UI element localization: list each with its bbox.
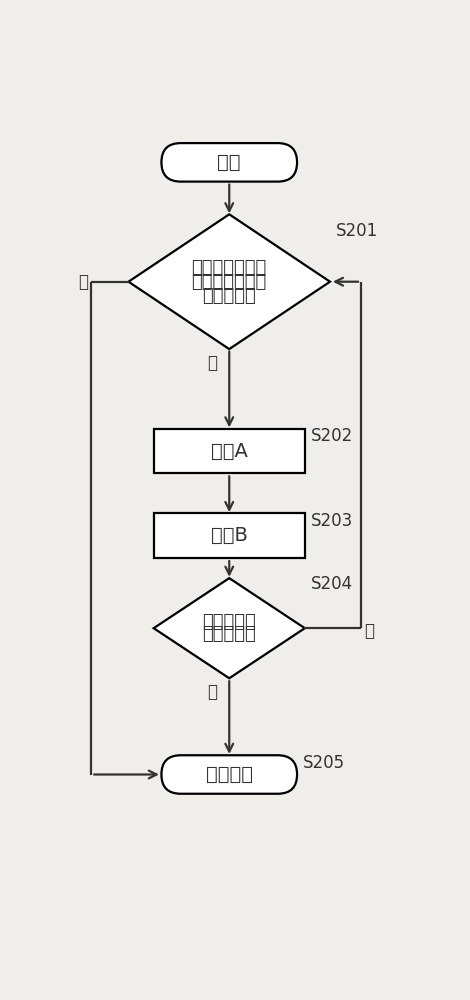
Text: S205: S205	[303, 754, 345, 772]
Text: 关机指令？: 关机指令？	[203, 625, 256, 643]
Text: S204: S204	[311, 575, 353, 593]
Polygon shape	[154, 578, 305, 678]
Polygon shape	[128, 214, 330, 349]
Text: 任务A: 任务A	[211, 442, 248, 461]
Text: S203: S203	[311, 512, 353, 530]
Text: 是: 是	[207, 354, 217, 372]
Text: 断电源输出信息: 断电源输出信息	[192, 273, 267, 291]
Text: 是: 是	[207, 683, 217, 701]
Text: 执行电源任务判: 执行电源任务判	[192, 259, 267, 277]
Text: 关断电源: 关断电源	[206, 765, 253, 784]
Text: 是否接收到: 是否接收到	[203, 613, 256, 631]
Text: 是否正常？: 是否正常？	[203, 287, 256, 305]
Bar	[154, 429, 305, 473]
Text: 否: 否	[78, 273, 88, 291]
Text: S201: S201	[336, 222, 378, 240]
FancyBboxPatch shape	[161, 755, 297, 794]
Bar	[154, 513, 305, 558]
FancyBboxPatch shape	[161, 143, 297, 182]
Text: 否: 否	[364, 622, 374, 640]
Text: 任勪B: 任勪B	[211, 526, 248, 545]
Text: S202: S202	[311, 427, 353, 445]
Text: 开始: 开始	[218, 153, 241, 172]
